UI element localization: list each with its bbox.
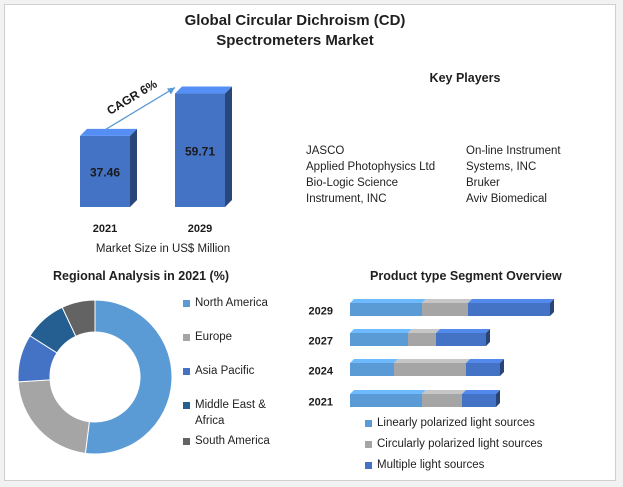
market-size-chart: 37.46 2021 59.71 2029 CAGR 6% [80, 77, 232, 235]
legend-label: South America [195, 435, 270, 447]
key-player: Aviv Biomedical [466, 193, 547, 205]
hbar-segment-top [350, 329, 412, 333]
key-players-right-list: On-line Instrument Systems, INC Bruker A… [466, 143, 561, 207]
hbar-segment [462, 394, 496, 407]
hbar-segment [468, 303, 550, 316]
legend-swatch [183, 368, 190, 375]
hbar-segment [394, 363, 466, 376]
hbar-end-cap [496, 390, 500, 407]
legend-swatch [365, 441, 372, 448]
hbar-segment-top [462, 390, 500, 394]
legend-label: Multiple light sources [377, 459, 485, 471]
legend-label: Europe [195, 331, 233, 343]
regional-legend: North America Europe Asia Pacific Middle… [183, 295, 283, 449]
bar-2021 [80, 135, 130, 207]
legend-item-europe: Europe [183, 329, 283, 345]
cagr-arrowhead [167, 87, 175, 95]
bar-top [80, 128, 137, 136]
hbar-segment-top [466, 359, 504, 363]
product-type-legend: Linearly polarized light sources Circula… [365, 415, 605, 473]
hbar-segment [422, 394, 462, 407]
key-player: Bruker [466, 177, 500, 189]
hbar-segment-top [436, 329, 490, 333]
hbar-end-cap [500, 359, 504, 376]
key-players-heading: Key Players [429, 71, 501, 85]
cagr-arrow [104, 86, 176, 131]
donut-slice-south-america [61, 299, 96, 337]
product-type-title: Product type Segment Overview [370, 269, 562, 283]
legend-item-multiple: Multiple light sources [365, 457, 605, 473]
hbar-segment [350, 363, 394, 376]
legend-swatch [183, 334, 190, 341]
key-player: Applied Photophysics Ltd [306, 161, 436, 173]
hbar-segment-top [422, 299, 472, 303]
hbar-segment-top [422, 390, 466, 394]
key-players-left-list: JASCO Applied Photophysics Ltd Bio-Logic… [306, 143, 435, 207]
legend-item-south-america: South America [183, 433, 283, 449]
donut-slice-north-america [84, 299, 173, 455]
legend-item-linear: Linearly polarized light sources [365, 415, 605, 431]
legend-label: Linearly polarized light sources [377, 417, 535, 429]
hbar-segment-top [394, 359, 470, 363]
market-size-xlabel: Market Size in US$ Million [95, 243, 231, 255]
legend-item-middle-east-africa: Middle East & Africa [183, 397, 283, 429]
key-player: Systems, INC [466, 161, 537, 173]
legend-swatch [365, 420, 372, 427]
page-title: Global Circular Dichroism (CD) Spectrome… [155, 11, 435, 51]
legend-swatch [365, 462, 372, 469]
bar-data-label: 37.46 [90, 165, 120, 179]
legend-item-asia-pacific: Asia Pacific [183, 363, 283, 379]
legend-label: North America [195, 297, 268, 309]
cagr-label: CAGR 6% [104, 77, 159, 118]
hbar-segment-top [350, 390, 426, 394]
hbar-end-cap [486, 329, 490, 346]
key-player: On-line Instrument [466, 145, 561, 157]
hbar-category-label: 2024 [309, 366, 334, 378]
key-player: JASCO [306, 145, 345, 157]
legend-label: Circularly polarized light sources [377, 438, 543, 450]
title-line-1: Global Circular Dichroism (CD) [184, 12, 406, 29]
hbar-end-cap [550, 299, 554, 316]
legend-label: Middle East & Africa [195, 399, 266, 427]
hbar-segment-top [350, 299, 426, 303]
hbar-segment [408, 333, 436, 346]
hbar-segment [350, 333, 408, 346]
legend-item-circular: Circularly polarized light sources [365, 436, 605, 452]
hbar-category-label: 2029 [309, 306, 333, 318]
bar-top [175, 86, 232, 94]
legend-item-north-america: North America [183, 295, 283, 311]
regional-analysis-title: Regional Analysis in 2021 (%) [53, 269, 229, 283]
hbar-segment-top [408, 329, 440, 333]
legend-swatch [183, 438, 190, 445]
hbar-segment [422, 303, 468, 316]
hbar-segment [436, 333, 486, 346]
hbar-segment [466, 363, 500, 376]
bar-data-label: 59.71 [185, 144, 215, 158]
legend-swatch [183, 402, 190, 409]
donut-slice-europe [17, 379, 90, 454]
regional-donut-chart [17, 299, 173, 455]
bar-category-label: 2021 [93, 223, 117, 235]
bar-2029 [175, 93, 225, 207]
hbar-segment-top [468, 299, 554, 303]
bar-category-label: 2029 [188, 223, 212, 235]
bar-side [130, 128, 137, 207]
title-line-2: Spectrometers Market [216, 32, 374, 49]
product-type-chart: 2029 2027 2024 2021 [309, 299, 554, 409]
infographic-card: Global Circular Dichroism (CD) Spectrome… [4, 4, 616, 481]
hbar-category-label: 2027 [309, 336, 333, 348]
legend-label: Asia Pacific [195, 365, 255, 377]
hbar-category-label: 2021 [309, 397, 333, 409]
legend-swatch [183, 300, 190, 307]
hbar-segment [350, 394, 422, 407]
key-player: Instrument, INC [306, 193, 387, 205]
hbar-segment [350, 303, 422, 316]
hbar-segment-top [350, 359, 398, 363]
bar-side [225, 86, 232, 207]
key-player: Bio-Logic Science [306, 177, 399, 189]
